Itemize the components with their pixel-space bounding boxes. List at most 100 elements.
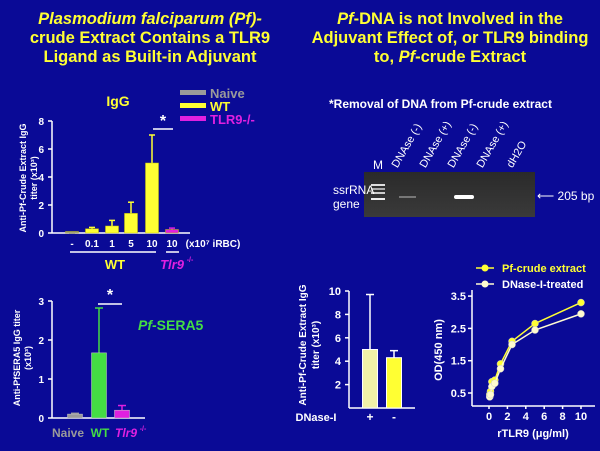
y-tick-label: 2.5 bbox=[451, 323, 466, 335]
legend-label: TLR9-/- bbox=[210, 112, 255, 127]
group-label-tlr9: Tlr9 bbox=[160, 257, 185, 272]
y-tick-label: 0 bbox=[38, 414, 44, 425]
gel-lane-label: M bbox=[373, 158, 383, 172]
y-tick-label: 8 bbox=[38, 117, 44, 128]
gel-row-label-2: gene bbox=[333, 197, 360, 211]
y-tick-label: 2 bbox=[38, 336, 44, 347]
chart-title: IgG bbox=[106, 93, 129, 109]
left-title: Plasmodium falciparum (Pf)- crude Extrac… bbox=[0, 10, 300, 67]
right-title-italic: Pf bbox=[337, 10, 354, 28]
y-tick-label: 10 bbox=[329, 286, 341, 298]
marker-bands bbox=[371, 184, 385, 186]
gel-title: *Removal of DNA from Pf-crude extract bbox=[329, 97, 552, 111]
x-tick-label: 2 bbox=[504, 411, 510, 423]
significance-star: * bbox=[160, 113, 167, 130]
y-axis-label: OD(450 nm) bbox=[433, 319, 445, 381]
legend-label: WT bbox=[210, 99, 230, 114]
right-title-line: to, bbox=[373, 48, 399, 66]
bar bbox=[91, 352, 107, 419]
legend-swatch bbox=[180, 116, 206, 121]
right-title-line: -DNA is not Involved in the bbox=[353, 10, 563, 28]
right-title-line: -crude Extract bbox=[415, 48, 527, 66]
x-tick-label: 10 bbox=[166, 239, 178, 250]
chart-title: Pf-SERA5 bbox=[138, 317, 204, 333]
data-point bbox=[577, 298, 585, 307]
x-tick-label: + bbox=[366, 410, 373, 424]
y-tick-label: 3.5 bbox=[451, 291, 466, 303]
y-tick-label: 4 bbox=[38, 173, 44, 184]
data-point bbox=[486, 390, 495, 399]
x-tick-label: Naive bbox=[52, 426, 84, 440]
y-tick-label: 0.5 bbox=[451, 388, 466, 400]
y-axis-label: Anti-Pf-Crude Extract IgGtiter (x10³) bbox=[18, 123, 39, 232]
y-tick-label: 6 bbox=[335, 333, 341, 345]
x-tick-label: - bbox=[392, 410, 396, 424]
x-tick-label: 6 bbox=[541, 411, 547, 423]
y-tick-label: 1 bbox=[38, 375, 44, 386]
bar bbox=[362, 349, 378, 409]
data-point bbox=[531, 326, 539, 334]
x-tick-label: 10 bbox=[146, 239, 158, 250]
left-title-line: crude Extract Contains a TLR9 bbox=[29, 29, 271, 47]
x-axis-label: rTLR9 (μg/ml) bbox=[497, 428, 569, 440]
x-tick-label: Tlr9 bbox=[115, 426, 137, 440]
unit-label: (x10⁷ iRBC) bbox=[186, 239, 241, 250]
bar bbox=[386, 357, 402, 409]
data-point bbox=[496, 365, 505, 373]
band-size-label: 205 bp bbox=[557, 189, 595, 203]
y-tick-label: 4 bbox=[335, 356, 342, 368]
gel-band-205bp bbox=[454, 195, 474, 199]
x-tick-label: 0.1 bbox=[85, 239, 99, 250]
bar bbox=[105, 225, 119, 234]
left-title-line: Plasmodium falciparum (Pf)- bbox=[38, 10, 262, 28]
legend-marker bbox=[481, 264, 489, 272]
data-point bbox=[531, 319, 539, 328]
gel-image bbox=[364, 172, 535, 217]
x-tick-label: 8 bbox=[560, 411, 566, 423]
legend-label: DNase-I-treated bbox=[502, 279, 583, 291]
legend-label: Naive bbox=[210, 86, 245, 101]
arrow-left-icon: ⟵ bbox=[537, 189, 555, 203]
x-tick-label: 10 bbox=[575, 411, 587, 423]
y-tick-label: 2 bbox=[38, 201, 44, 212]
x-tick-label: 4 bbox=[523, 411, 530, 423]
bar bbox=[124, 213, 138, 234]
x-tick-label: 0 bbox=[486, 411, 492, 423]
x-axis-label: DNase-I bbox=[296, 412, 337, 424]
x-tick-label: 1 bbox=[109, 239, 115, 250]
legend-marker bbox=[481, 280, 489, 288]
legend-swatch bbox=[180, 90, 206, 95]
left-title-line: Ligand as Built-in Adjuvant bbox=[43, 48, 257, 66]
data-point bbox=[508, 340, 516, 349]
right-title-italic: Pf bbox=[398, 48, 416, 66]
bar bbox=[114, 409, 130, 419]
group-label-wt: WT bbox=[105, 257, 125, 272]
y-axis-label: Anti-PfSERA5 IgG titer(x10³) bbox=[12, 309, 33, 406]
bar bbox=[65, 231, 79, 234]
gel-row-label-1: ssrRNA bbox=[333, 183, 375, 197]
band-annotation: ⟵ 205 bp bbox=[537, 189, 594, 203]
x-tick-label: - bbox=[70, 239, 73, 250]
legend-swatch bbox=[180, 103, 206, 108]
significance-star: * bbox=[107, 287, 114, 304]
y-tick-label: 6 bbox=[38, 145, 44, 156]
y-tick-label: 3 bbox=[38, 297, 44, 308]
bar bbox=[145, 162, 159, 234]
x-tick-label: WT bbox=[91, 426, 110, 440]
y-tick-label: 0 bbox=[38, 229, 44, 240]
legend-label: Pf-crude extract bbox=[502, 263, 586, 275]
y-tick-label: 1.5 bbox=[451, 356, 466, 368]
series-line bbox=[489, 301, 582, 395]
bar bbox=[67, 413, 83, 419]
bar bbox=[165, 229, 179, 234]
data-point bbox=[491, 379, 499, 388]
x-tick-sup: -/- bbox=[140, 426, 147, 433]
bar bbox=[85, 228, 99, 234]
gel-row-label: ssrRNA gene bbox=[333, 183, 374, 211]
right-title: Pf-DNA is not Involved in the Adjuvant E… bbox=[300, 10, 600, 67]
data-point bbox=[577, 310, 585, 318]
x-tick-label: 5 bbox=[128, 239, 134, 250]
